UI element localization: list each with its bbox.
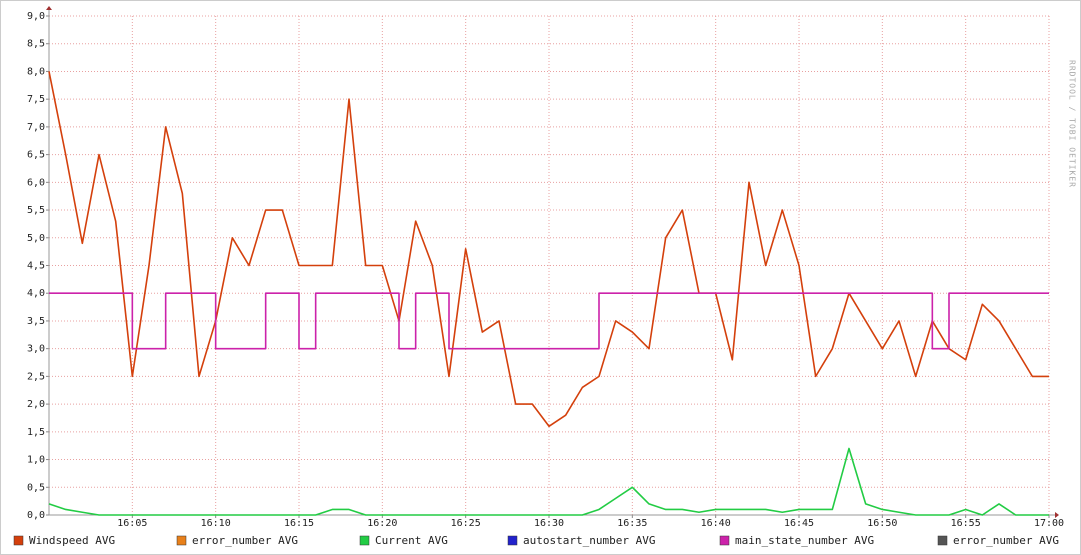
y-tick-label: 2,0 — [27, 399, 45, 410]
axis-arrow — [1055, 512, 1059, 518]
x-tick-label: 16:20 — [367, 518, 397, 529]
x-tick-label: 16:15 — [284, 518, 314, 529]
x-tick-label: 16:55 — [951, 518, 981, 529]
legend-swatch — [719, 535, 730, 546]
y-tick-label: 6,5 — [27, 150, 45, 161]
x-tick-label: 16:40 — [701, 518, 731, 529]
legend-label: autostart_number AVG — [523, 534, 655, 547]
x-tick-label: 16:35 — [617, 518, 647, 529]
y-tick-label: 3,5 — [27, 316, 45, 327]
y-tick-label: 9,0 — [27, 11, 45, 22]
y-tick-label: 0,0 — [27, 510, 45, 521]
watermark: RRDTOOL / TOBI OETIKER — [1068, 60, 1077, 188]
y-tick-label: 7,5 — [27, 94, 45, 105]
x-tick-label: 16:50 — [867, 518, 897, 529]
y-tick-label: 4,5 — [27, 261, 45, 272]
legend-label: error_number AVG — [192, 534, 298, 547]
y-tick-label: 0,5 — [27, 482, 45, 493]
legend-label: main_state_number AVG — [735, 534, 874, 547]
y-tick-label: 2,5 — [27, 371, 45, 382]
y-tick-label: 8,0 — [27, 66, 45, 77]
y-tick-label: 4,0 — [27, 288, 45, 299]
legend-swatch — [359, 535, 370, 546]
legend-swatch — [176, 535, 187, 546]
x-tick-label: 16:45 — [784, 518, 814, 529]
x-tick-label: 16:30 — [534, 518, 564, 529]
y-tick-label: 3,0 — [27, 344, 45, 355]
series-line — [49, 292, 1049, 350]
x-tick-label: 16:05 — [117, 518, 147, 529]
y-tick-label: 1,0 — [27, 455, 45, 466]
series-line — [48, 447, 1049, 516]
legend-swatch — [937, 535, 948, 546]
x-tick-label: 16:25 — [451, 518, 481, 529]
y-tick-label: 8,5 — [27, 39, 45, 50]
legend-label: Current AVG — [375, 534, 448, 547]
y-tick-label: 5,0 — [27, 233, 45, 244]
y-tick-label: 5,5 — [27, 205, 45, 216]
y-tick-label: 1,5 — [27, 427, 45, 438]
axis-arrow — [46, 6, 52, 10]
legend-swatch — [13, 535, 24, 546]
legend-label: error_number AVG — [953, 534, 1059, 547]
legend-swatch — [507, 535, 518, 546]
legend-label: Windspeed AVG — [29, 534, 115, 547]
y-tick-label: 7,0 — [27, 122, 45, 133]
x-tick-label: 17:00 — [1034, 518, 1064, 529]
x-tick-label: 16:10 — [201, 518, 231, 529]
y-tick-label: 6,0 — [27, 177, 45, 188]
